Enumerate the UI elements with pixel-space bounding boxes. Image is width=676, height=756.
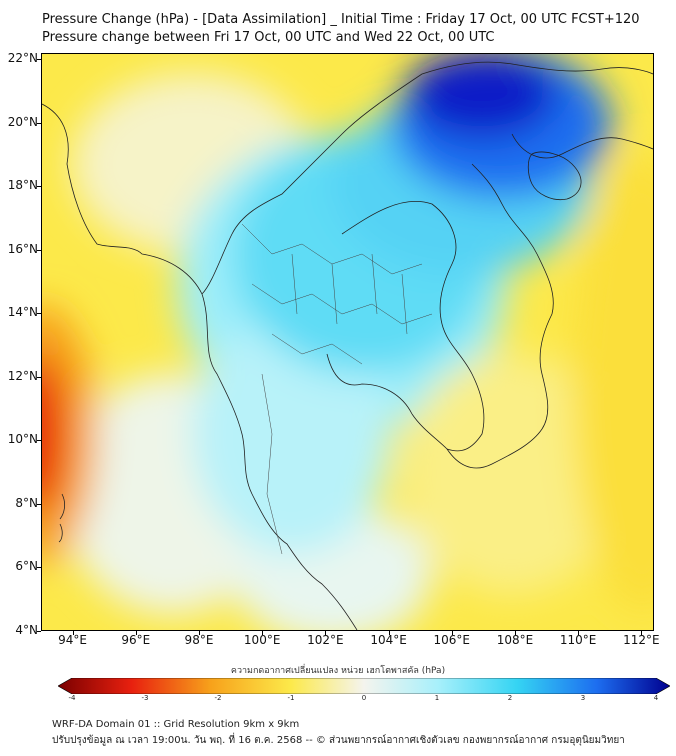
- lon-label: 102°E: [307, 633, 344, 647]
- colorbar-tick-label: -4: [68, 694, 76, 702]
- coastlines: [42, 61, 653, 630]
- map-title: Pressure Change (hPa) - [Data Assimilati…: [42, 12, 640, 27]
- lat-label: 6°N: [15, 559, 38, 574]
- lon-tick: [72, 631, 74, 635]
- lon-tick: [451, 631, 453, 635]
- lon-label: 98°E: [184, 633, 214, 647]
- lat-tick: [37, 249, 41, 251]
- lon-tick: [198, 631, 200, 635]
- colorbar-tick-label: -1: [287, 694, 295, 702]
- colorbar-tick-label: -2: [214, 694, 222, 702]
- lon-label: 94°E: [58, 633, 88, 647]
- lon-label: 112°E: [623, 633, 660, 647]
- province-borders: [241, 223, 433, 555]
- colorbar-bar: [57, 677, 671, 695]
- colorbar-title: ความกดอากาศเปลี่ยนแปลง หน่วย เฮกโตพาสคัล…: [230, 666, 446, 676]
- lat-label: 16°N: [7, 241, 38, 256]
- lat-label: 4°N: [15, 623, 38, 637]
- lon-label: 96°E: [121, 633, 151, 647]
- lat-tick: [37, 631, 41, 632]
- footer-update-info: ปรับปรุงข้อมูล ณ เวลา 19:00น. วัน พฤ. ที…: [52, 735, 625, 746]
- lat-tick: [37, 313, 41, 315]
- colorbar-tick-label: 1: [434, 694, 440, 702]
- lon-label: 108°E: [496, 633, 534, 647]
- colorbar-tick-label: 0: [361, 694, 367, 702]
- lon-label: 106°E: [433, 633, 471, 647]
- lat-label: 18°N: [7, 178, 38, 193]
- lon-tick: [641, 631, 643, 635]
- colorbar: [57, 677, 671, 695]
- lon-tick: [578, 631, 580, 635]
- lat-label: 8°N: [15, 495, 38, 510]
- pressure-change-map: [41, 53, 654, 631]
- lat-tick: [37, 440, 41, 442]
- colorbar-tick-label: 2: [507, 694, 513, 702]
- lon-tick: [262, 631, 264, 635]
- colorbar-tick-label: 3: [580, 694, 586, 702]
- colorbar-tick-label: 4: [653, 694, 659, 702]
- lat-tick: [37, 122, 41, 124]
- lon-label: 110°E: [559, 633, 597, 647]
- lat-label: 14°N: [7, 305, 38, 320]
- lat-label: 22°N: [7, 51, 38, 66]
- lat-label: 20°N: [7, 114, 38, 129]
- lat-tick: [37, 59, 41, 61]
- map-canvas: [42, 54, 653, 630]
- lat-tick: [37, 376, 41, 378]
- lat-tick: [37, 567, 41, 569]
- lon-tick: [325, 631, 327, 635]
- colorbar-graphic: [57, 677, 671, 695]
- lon-label: 100°E: [243, 633, 281, 647]
- colorbar-tick-label: -3: [141, 694, 149, 702]
- lat-tick: [37, 186, 41, 188]
- map-subtitle: Pressure change between Fri 17 Oct, 00 U…: [42, 30, 495, 45]
- lat-label: 10°N: [7, 432, 38, 447]
- footer-model-info: WRF-DA Domain 01 :: Grid Resolution 9km …: [52, 719, 300, 730]
- lon-label: 104°E: [370, 633, 407, 647]
- lat-label: 12°N: [7, 368, 38, 383]
- lon-tick: [514, 631, 516, 635]
- lat-tick: [37, 503, 41, 505]
- lon-tick: [135, 631, 137, 635]
- lon-tick: [388, 631, 390, 635]
